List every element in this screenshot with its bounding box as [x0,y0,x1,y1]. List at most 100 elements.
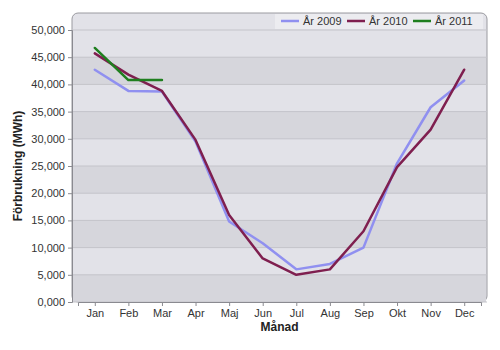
y-tick: 20,000 [31,187,72,199]
x-tick-mark [229,302,230,306]
x-tick: Apr [187,302,204,319]
x-tick-label: Apr [187,307,204,319]
y-tick-mark [68,166,72,167]
x-tick-mark [196,302,197,306]
legend: År 2009 År 2010 År 2011 [275,14,483,29]
x-tick: Jul [290,302,304,319]
y-tick-label: 35,000 [31,106,65,118]
grid [72,30,487,302]
y-tick-label: 30,000 [31,133,65,145]
grid-band [73,220,486,247]
legend-swatch [281,20,299,23]
x-tick-mark [128,302,129,306]
y-axis-title: Förbrukning (MWh) [11,111,25,222]
x-tick-label: Nov [421,307,441,319]
legend-box [275,14,483,29]
y-axis-line [68,31,73,303]
grid-line [72,30,487,31]
y-tick-label: 10,000 [31,242,65,254]
x-tick-mark [363,302,364,306]
x-tick-mark [330,302,331,306]
grid-line [72,193,487,194]
y-tick-mark [68,302,72,303]
lines [95,48,464,275]
x-tick-label: Aug [321,307,341,319]
x-tick-mark [464,302,465,306]
y-tick-mark [68,30,72,31]
grid-line [72,247,487,248]
y-tick: 5,000 [37,269,72,281]
grid-line [72,274,487,275]
series-line [95,48,162,80]
y-tick-label: 25,000 [31,160,65,172]
y-axis: 0,000 5,000 10,000 15,000 20,000 25,000 30,000… [31,24,72,308]
x-tick-mark [263,302,264,306]
grid-band [73,275,486,302]
legend-label: År 2011 [435,15,473,27]
x-tick-label: Jun [254,307,272,319]
x-tick-label: Okt [389,307,406,319]
grid-line [72,138,487,139]
grid-line [72,57,487,58]
x-tick: Feb [119,302,138,319]
y-tick-mark [68,57,72,58]
series-line [95,70,464,270]
x-tick: Maj [221,302,239,319]
grid-band [73,112,486,139]
y-tick: 0,000 [37,296,72,308]
x-tick: Mar [153,302,172,319]
x-tick: Jan [86,302,104,319]
y-tick-label: 15,000 [31,214,65,226]
x-tick-label: Sep [354,307,374,319]
y-tick-mark [68,193,72,194]
grid-line [72,84,487,85]
y-tick-mark [68,248,72,249]
y-tick-mark [68,139,72,140]
x-tick-label: Feb [119,307,138,319]
x-tick-label: Maj [221,307,239,319]
x-tick: Okt [389,302,406,319]
y-tick: 25,000 [31,160,72,172]
x-tick-mark [296,302,297,306]
y-tick-label: 45,000 [31,51,65,63]
y-tick: 30,000 [31,133,72,145]
x-tick: Nov [421,302,441,319]
y-tick-mark [68,84,72,85]
y-tick-label: 50,000 [31,24,65,36]
y-tick: 50,000 [31,24,72,36]
legend-swatch [413,20,431,23]
grid-band [73,166,486,193]
x-tick-mark [397,302,398,306]
chart: 0,000 5,000 10,000 15,000 20,000 25,000 30,000… [0,0,500,350]
legend-label: År 2009 [303,15,342,27]
x-tick-mark [431,302,432,306]
y-tick-label: 5,000 [37,269,65,281]
y-tick-mark [68,112,72,113]
y-tick-mark [68,275,72,276]
y-tick: 35,000 [31,106,72,118]
x-axis-title: Månad [260,320,298,334]
legend-label: År 2010 [369,15,408,27]
y-tick: 40,000 [31,78,72,90]
x-axis: Jan Feb Mar Apr Maj Jun Jul Aug Sep Okt Nov Dec [79,302,482,319]
x-tick: Dec [455,302,475,319]
y-tick-label: 40,000 [31,78,65,90]
x-tick-label: Mar [153,307,172,319]
x-tick-mark [95,302,96,306]
y-tick: 15,000 [31,214,72,226]
grid-line [72,111,487,112]
x-tick: Aug [321,302,341,319]
x-tick: Sep [354,302,374,319]
series-line [95,53,464,274]
y-tick-mark [68,220,72,221]
x-tick-label: Dec [455,307,475,319]
plot-frame [72,13,487,302]
x-tick-label: Jan [86,307,104,319]
x-tick-label: Jul [290,307,304,319]
y-tick: 45,000 [31,51,72,63]
legend-swatch [347,20,365,23]
x-axis-line [79,303,482,307]
x-tick: Jun [254,302,272,319]
y-tick: 10,000 [31,242,72,254]
grid-line [72,220,487,221]
